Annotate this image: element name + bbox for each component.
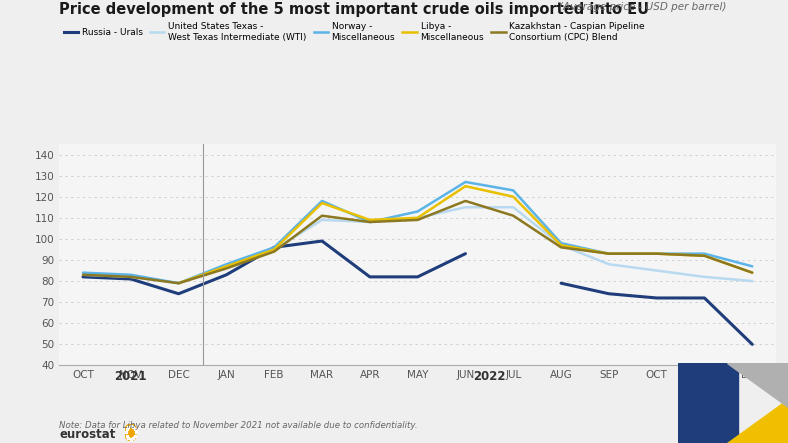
Text: 2022: 2022 bbox=[473, 370, 506, 383]
Text: 2021: 2021 bbox=[114, 370, 147, 383]
Polygon shape bbox=[727, 399, 788, 443]
Text: (Average price - USD per barrel): (Average price - USD per barrel) bbox=[559, 2, 727, 12]
Text: eurostat: eurostat bbox=[59, 428, 116, 441]
Polygon shape bbox=[678, 363, 738, 443]
Text: Note: Data for Libya related to November 2021 not available due to confidentiali: Note: Data for Libya related to November… bbox=[59, 421, 418, 430]
Text: Price development of the 5 most important crude oils imported into EU: Price development of the 5 most importan… bbox=[59, 2, 649, 17]
Legend: Russia - Urals, United States Texas -
West Texas Intermediate (WTI), Norway -
Mi: Russia - Urals, United States Texas - We… bbox=[64, 22, 645, 42]
Polygon shape bbox=[727, 363, 788, 407]
Ellipse shape bbox=[125, 424, 137, 441]
